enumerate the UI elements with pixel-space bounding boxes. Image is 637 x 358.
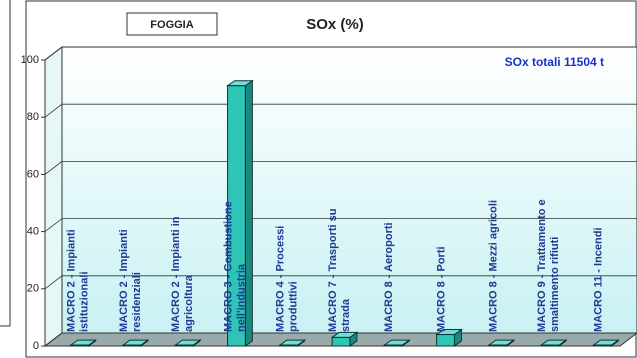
category-label: MACRO 4 - Processiproduttivi (275, 226, 300, 332)
bar (122, 344, 142, 347)
category-label: MACRO 2 - Impiantiresidenziali (118, 229, 143, 332)
category-label: MACRO 8 - Porti (435, 246, 447, 332)
bar (592, 344, 612, 347)
bar (227, 85, 246, 347)
neighbor-chart-edge (0, 0, 11, 327)
category-label: MACRO 8 - Mezzi agricoli (488, 200, 500, 332)
y-tick-label: 100 (21, 54, 39, 66)
side-wall (44, 45, 63, 348)
bar (488, 344, 508, 347)
bar (331, 336, 351, 347)
y-tick-label: 40 (27, 226, 39, 238)
grid-line (44, 275, 637, 290)
annotation: SOx totali 11504 t (505, 55, 604, 69)
category-label: MACRO 2 - Impianti inagricoltura (170, 216, 195, 332)
y-tick-label: 0 (33, 340, 39, 352)
bar (70, 344, 90, 347)
label-box (126, 12, 218, 36)
grid-line (44, 103, 637, 118)
chart-label: FOGGIA (150, 19, 193, 31)
grid-line (44, 218, 637, 232)
category-label: MACRO 3 - Combustionenell'industria (222, 201, 247, 332)
bar (383, 344, 403, 347)
grid-line (44, 46, 637, 61)
bar (540, 344, 560, 347)
y-tick-label: 60 (27, 168, 39, 180)
y-tick-label: 20 (27, 283, 39, 295)
bar (436, 334, 455, 347)
chart-title: SOx (%) (306, 16, 364, 33)
grid-line (44, 160, 637, 175)
category-label: MACRO 8 - Aeroporti (383, 222, 395, 332)
category-label: MACRO 7 - Trasporti sustrada (327, 209, 352, 332)
category-label: MACRO 2 - Impiantiistituzionali (66, 229, 91, 332)
bar (174, 344, 194, 347)
category-label: MACRO 9 - Trattamento esmaltimento rifiu… (536, 199, 561, 332)
plot: 0 20 40 60 80 100 MACRO 2 - Impiantiistituzion… (21, 45, 637, 352)
category-label: MACRO 11 - Incendi (592, 227, 604, 332)
bar (279, 344, 299, 347)
y-tick-label: 80 (27, 111, 39, 123)
